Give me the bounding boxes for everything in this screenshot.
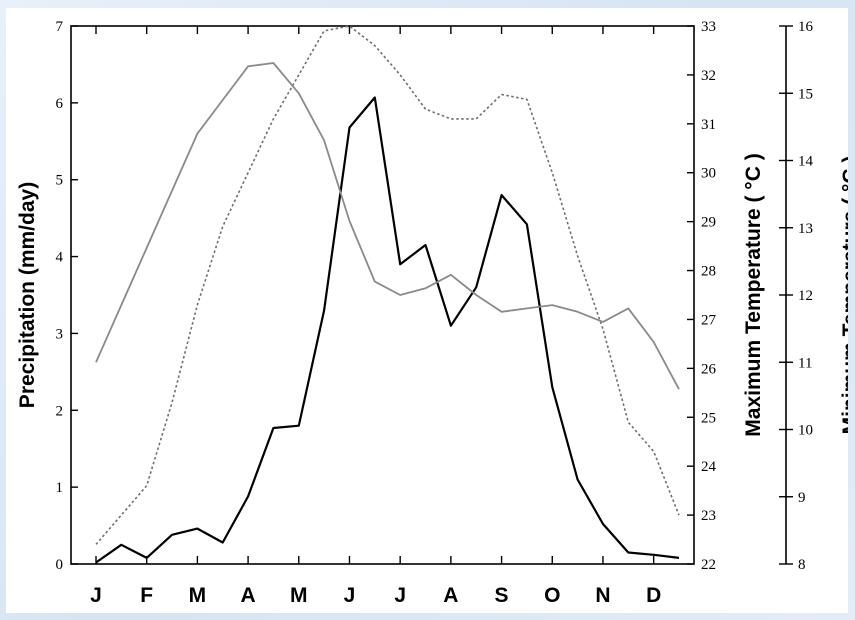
right2-tick-label: 9 (798, 490, 806, 506)
left-tick-label: 1 (56, 480, 64, 496)
right1-tick-label: 24 (701, 459, 717, 475)
right2-tick-label: 12 (798, 288, 813, 304)
left-tick-label: 5 (56, 173, 64, 189)
right2-tick-label: 8 (798, 557, 806, 573)
left-tick-label: 6 (56, 96, 64, 112)
y-axis-right1-title: Maximum Temperature ( °C ) (742, 153, 765, 436)
y-axis-left-title: Precipitation (mm/day) (16, 182, 39, 408)
month-label: D (646, 584, 661, 607)
month-label: J (344, 584, 356, 607)
right2-tick-label: 14 (798, 154, 814, 170)
left-tick-label: 2 (56, 403, 64, 419)
right1-tick-label: 23 (701, 508, 716, 524)
month-label: O (544, 584, 560, 607)
month-label: N (595, 584, 610, 607)
right2-tick-label: 16 (798, 19, 814, 35)
right2-tick-label: 13 (798, 221, 813, 237)
series-line-dotted-gray (95, 25, 680, 545)
month-label: A (241, 584, 256, 607)
right1-tick-label: 22 (701, 557, 716, 573)
month-label: J (394, 584, 406, 607)
right2-tick-label: 10 (798, 423, 813, 439)
right1-tick-label: 30 (701, 166, 716, 182)
right1-tick-label: 27 (701, 312, 717, 328)
plot-frame (70, 25, 695, 565)
month-label: J (90, 584, 102, 607)
right1-tick-label: 29 (701, 215, 716, 231)
right2-tick-label: 11 (798, 355, 812, 371)
month-label: M (189, 584, 207, 607)
month-label: S (495, 584, 509, 607)
y-axis-right2-title: Minimum Temperature ( °C ) (839, 156, 848, 435)
month-label: A (443, 584, 458, 607)
right2-tick-label: 15 (798, 86, 813, 102)
left-tick-label: 3 (56, 326, 64, 342)
left-axis-ticks: 0 1 2 3 4 5 6 7 (56, 19, 78, 573)
month-label: F (140, 584, 153, 607)
left-tick-label: 7 (56, 19, 64, 35)
month-label: M (290, 584, 308, 607)
series-line-solid-black (95, 96, 680, 564)
series-line-solid-gray (95, 62, 680, 390)
right1-tick-label: 32 (701, 68, 716, 84)
right1-tick-label: 33 (701, 19, 716, 35)
series-layer (95, 25, 680, 564)
right-axis-1-ticks: 22 23 24 25 26 27 28 29 30 31 32 33 (687, 19, 717, 573)
right1-tick-label: 25 (701, 410, 716, 426)
right1-tick-label: 28 (701, 264, 716, 280)
left-tick-label: 0 (56, 557, 64, 573)
right1-tick-label: 31 (701, 117, 716, 133)
left-tick-label: 4 (56, 250, 64, 266)
right1-tick-label: 26 (701, 361, 717, 377)
right-axis-2: 8 9 10 11 12 13 14 15 16 (779, 19, 814, 573)
